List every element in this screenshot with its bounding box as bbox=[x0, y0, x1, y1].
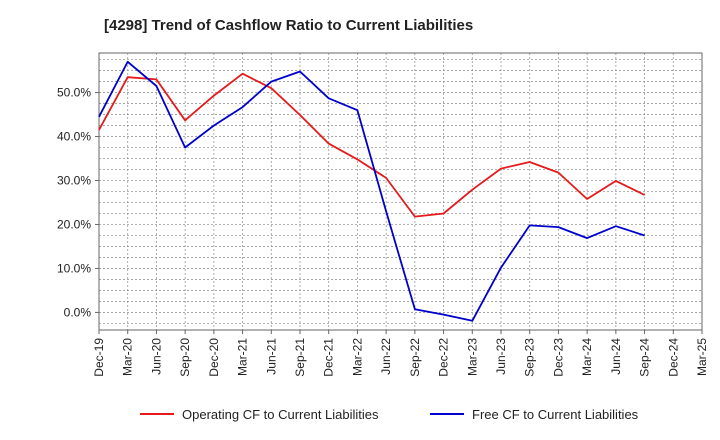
legend: Operating CF to Current Liabilities Free … bbox=[140, 407, 639, 422]
x-tick-label: Sep-21 bbox=[293, 338, 307, 377]
legend-label: Free CF to Current Liabilities bbox=[472, 407, 639, 422]
x-tick-label: Dec-21 bbox=[322, 338, 336, 377]
series bbox=[98, 60, 645, 322]
x-tick-label: Sep-24 bbox=[638, 338, 652, 377]
x-tick-label: Sep-22 bbox=[408, 338, 422, 377]
plot-frame bbox=[98, 52, 703, 331]
x-tick-label: Dec-20 bbox=[207, 338, 221, 377]
x-tick-label: Jun-23 bbox=[494, 338, 508, 375]
chart-title: [4298] Trend of Cashflow Ratio to Curren… bbox=[104, 17, 473, 34]
series-line-2 bbox=[98, 60, 645, 322]
series-line-1 bbox=[98, 72, 645, 218]
y-tick-label: 30.0% bbox=[57, 174, 91, 188]
x-tick-label: Mar-24 bbox=[580, 338, 594, 376]
x-tick-label: Dec-24 bbox=[666, 338, 680, 377]
x-tick-label: Mar-21 bbox=[236, 338, 250, 376]
y-tick-label: 40.0% bbox=[57, 130, 91, 144]
x-tick-label: Dec-23 bbox=[551, 338, 565, 377]
legend-label: Operating CF to Current Liabilities bbox=[182, 407, 379, 422]
x-axis: Dec-19 Mar-20 Jun-20 Sep-20 Dec-20 Mar-21 Jun-… bbox=[92, 330, 709, 377]
x-tick-label: Jun-24 bbox=[609, 338, 623, 375]
y-tick-label: 50.0% bbox=[57, 86, 91, 100]
x-tick-label: Sep-23 bbox=[523, 338, 537, 377]
x-tick-label: Jun-20 bbox=[149, 338, 163, 375]
x-tick-label: Mar-23 bbox=[465, 338, 479, 376]
x-tick-label: Mar-25 bbox=[695, 338, 709, 376]
grid bbox=[98, 53, 703, 330]
x-tick-label: Mar-20 bbox=[121, 338, 135, 376]
x-tick-label: Jun-21 bbox=[264, 338, 278, 375]
x-tick-label: Dec-19 bbox=[92, 338, 106, 377]
x-tick-label: Dec-22 bbox=[437, 338, 451, 377]
x-tick-label: Sep-20 bbox=[178, 338, 192, 377]
y-tick-label: 20.0% bbox=[57, 217, 91, 231]
x-tick-label: Mar-22 bbox=[350, 338, 364, 376]
y-tick-label: 10.0% bbox=[57, 261, 91, 275]
x-tick-label: Jun-22 bbox=[379, 338, 393, 375]
y-axis: 0.0% 10.0% 20.0% 30.0% 40.0% 50.0% bbox=[57, 86, 99, 319]
y-tick-label: 0.0% bbox=[64, 305, 92, 319]
